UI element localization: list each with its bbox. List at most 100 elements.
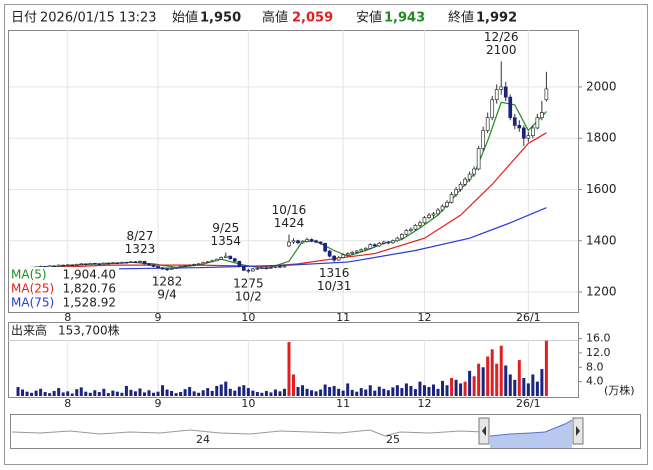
candle-body	[241, 266, 246, 271]
annotation-date: 12/26	[484, 30, 519, 44]
volume-bar	[522, 378, 526, 396]
candle-body	[97, 263, 102, 265]
legend-box	[9, 267, 119, 312]
candle-body	[390, 240, 395, 244]
volume-bar	[436, 388, 440, 396]
candle-body	[530, 127, 535, 136]
volume-bar	[233, 390, 237, 396]
candle-body	[210, 260, 215, 263]
candle-body	[255, 268, 260, 270]
candle-body	[300, 240, 305, 244]
candle-body	[282, 265, 287, 268]
volume-bar	[459, 383, 463, 396]
y-tick-label: 8.0	[586, 360, 604, 373]
candle-body	[269, 267, 273, 269]
candle-body	[278, 266, 282, 268]
candle-body	[187, 264, 192, 267]
y-tick-label: 12.0	[586, 346, 611, 359]
volume-bar	[364, 389, 368, 396]
volume-unit: (万株)	[604, 383, 635, 397]
candle-body	[440, 205, 445, 211]
candle-body	[413, 225, 418, 230]
x-tick-label: 10	[241, 397, 255, 410]
y-tick-label: 1800	[586, 131, 617, 145]
volume-bar	[192, 391, 196, 396]
volume-bar	[156, 391, 160, 396]
volume-bar	[368, 385, 372, 396]
volume-bar	[228, 388, 232, 396]
volume-bar	[93, 390, 97, 396]
candle-body	[404, 230, 409, 235]
x-tick-label: 26/1	[516, 397, 541, 410]
candle-body	[463, 178, 467, 185]
annotation-value: 1275	[233, 276, 264, 290]
volume-bar	[508, 374, 512, 396]
candle-body	[124, 261, 129, 264]
volume-bar	[427, 387, 431, 396]
y-tick-label: 1400	[586, 233, 617, 247]
volume-bar	[264, 390, 268, 396]
candle-body	[88, 262, 93, 265]
volume-bar	[391, 387, 395, 396]
candle-body	[142, 260, 147, 265]
volume-bar	[472, 376, 476, 396]
plot: 1200 1400 1600 1800 2000 8 8 9 9 10 10 11 11 12 12 26/1…	[9, 30, 617, 410]
volume-bar	[404, 383, 408, 396]
candle-body	[372, 244, 377, 247]
candle-body	[341, 254, 346, 258]
volume-bar	[133, 391, 137, 396]
volume-bar	[161, 385, 165, 396]
volume-bar	[152, 392, 156, 396]
candle-body	[201, 262, 206, 265]
candle-body	[79, 263, 84, 265]
volume-last: 153,700株	[58, 323, 120, 338]
volume-bar	[255, 392, 259, 396]
volume-bar	[323, 384, 327, 396]
volume-bar	[57, 388, 61, 396]
candle-body	[422, 217, 427, 224]
close: 1,992	[476, 11, 517, 26]
legend-value: 1,820.76	[63, 282, 116, 296]
candle-body	[485, 117, 490, 131]
volume-bar	[251, 390, 255, 396]
candle-body	[106, 262, 111, 265]
candle-body	[183, 265, 187, 268]
volume-bar	[79, 387, 83, 396]
candle-body	[246, 269, 251, 272]
volume-bar	[409, 385, 413, 396]
candle-body	[83, 263, 88, 265]
candle-body	[449, 194, 454, 203]
volume-bar	[179, 392, 183, 396]
candle-body	[386, 241, 391, 244]
low: 1,943	[384, 11, 425, 26]
candle-body	[111, 262, 115, 264]
volume-bar	[319, 389, 323, 396]
volume-bar	[450, 378, 454, 396]
candle-body	[228, 255, 233, 260]
candle-body	[503, 86, 508, 98]
annotation-value: 1282	[152, 275, 183, 289]
volume-bar	[206, 388, 210, 396]
volume-bar	[165, 389, 169, 396]
volume-bar	[88, 392, 92, 396]
x-tick-label: 10	[241, 311, 255, 324]
candle-body	[273, 266, 278, 268]
volume-bar	[332, 385, 336, 396]
volume-bar	[441, 380, 445, 396]
volume-bar	[183, 389, 187, 396]
volume-bar	[454, 379, 458, 396]
candle-body	[147, 263, 151, 266]
volume-bar	[350, 389, 354, 396]
candle-body	[115, 262, 120, 264]
volume-bar	[75, 389, 79, 396]
candle-body	[219, 257, 224, 260]
candle-body	[481, 130, 486, 149]
candle-body	[512, 117, 517, 126]
x-tick-label: 8	[64, 397, 71, 410]
candle-body	[490, 99, 495, 119]
volume-bar	[124, 385, 128, 396]
high-label: 高値	[262, 10, 288, 26]
candle-body	[354, 250, 359, 253]
volume-bar	[102, 388, 106, 396]
candle-body	[467, 173, 472, 180]
